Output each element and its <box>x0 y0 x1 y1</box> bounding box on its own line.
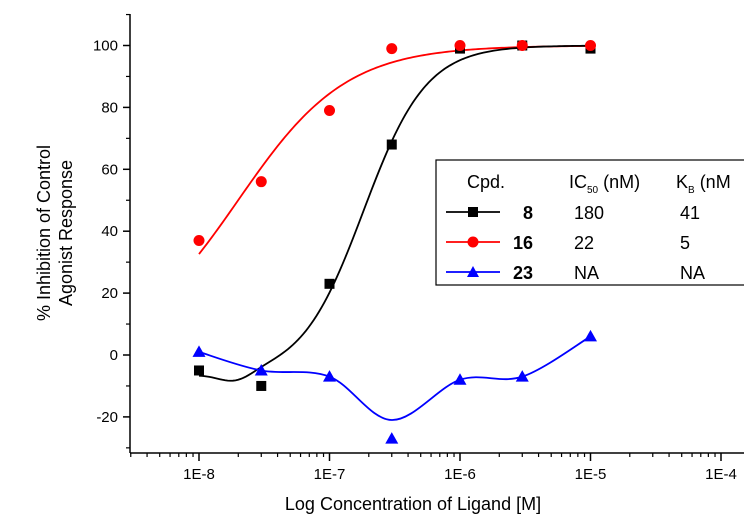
x-tick-label: 1E-6 <box>444 466 476 483</box>
point-16 <box>516 40 528 51</box>
point-8 <box>256 380 267 391</box>
x-axis-title: Log Concentration of Ligand [M] <box>285 494 541 514</box>
point-16 <box>255 176 267 188</box>
legend-ic50-8: 180 <box>574 203 604 223</box>
axes <box>129 14 744 454</box>
point-16 <box>324 104 335 116</box>
legend-kb-8: 41 <box>680 203 700 223</box>
y-tick-label: 20 <box>101 285 118 302</box>
legend-ic50-23: NA <box>574 263 599 283</box>
legend-kb-23: NA <box>680 263 705 283</box>
point-8 <box>324 278 335 289</box>
legend-header-ic-unit: (nM) <box>603 172 640 192</box>
legend-box <box>435 159 744 286</box>
legend-cpd-8: 8 <box>523 203 533 223</box>
y-tick-label: 60 <box>101 161 118 178</box>
legend-marker-16 <box>467 236 479 248</box>
legend-header-ic: IC50 (nM) <box>569 172 640 196</box>
y-tick-label: 80 <box>101 99 118 116</box>
legend: Cpd. IC50 (nM) KB (nM 8 180 41 16 22 5 23 … <box>435 159 744 286</box>
y-tick-label: 100 <box>93 38 118 55</box>
point-8 <box>194 365 204 376</box>
x-tick-label: 1E-8 <box>183 466 215 483</box>
point-16 <box>585 40 596 51</box>
legend-header-ic-main: IC <box>569 172 587 192</box>
point-16 <box>386 43 398 55</box>
x-tick-label: 1E-4 <box>705 466 737 483</box>
legend-marker-23 <box>467 266 479 277</box>
legend-ic50-16: 22 <box>574 233 594 253</box>
point-8 <box>386 139 397 150</box>
legend-cpd-16: 16 <box>513 233 533 253</box>
legend-marker-8 <box>468 207 478 217</box>
legend-header-kb-main: K <box>676 172 688 192</box>
point-23 <box>323 370 336 382</box>
y-tick-label: 40 <box>101 223 118 240</box>
point-23 <box>254 363 268 376</box>
point-23 <box>192 345 206 357</box>
legend-header-kb-sub: B <box>688 185 695 196</box>
y-tick-label: 0 <box>110 347 118 364</box>
legend-header-kb: KB (nM <box>676 172 731 196</box>
legend-header-ic-sub: 50 <box>587 185 599 196</box>
point-16 <box>454 40 466 51</box>
y-tick-label: -20 <box>96 409 118 426</box>
y-axis-title-line1: % Inhibition of Control <box>34 145 54 321</box>
x-tick-label: 1E-5 <box>575 466 607 483</box>
point-23 <box>584 329 597 342</box>
legend-kb-16: 5 <box>680 233 690 253</box>
point-23 <box>515 370 529 382</box>
legend-cpd-23: 23 <box>513 263 533 283</box>
point-23 <box>385 432 399 444</box>
legend-header-kb-unit: (nM <box>700 172 731 192</box>
y-ticks: -20 0 20 40 60 80 100 <box>93 13 130 449</box>
x-tick-label: 1E-7 <box>314 466 346 483</box>
y-axis-title-line2: Agonist Response <box>56 160 76 306</box>
point-16 <box>193 234 205 246</box>
data-points <box>192 40 597 444</box>
x-ticks: 1E-8 1E-7 1E-6 1E-5 1E-4 <box>130 453 737 483</box>
fit-curve-23 <box>198 335 591 421</box>
point-23 <box>453 373 467 385</box>
legend-header-cpd: Cpd. <box>467 172 505 192</box>
